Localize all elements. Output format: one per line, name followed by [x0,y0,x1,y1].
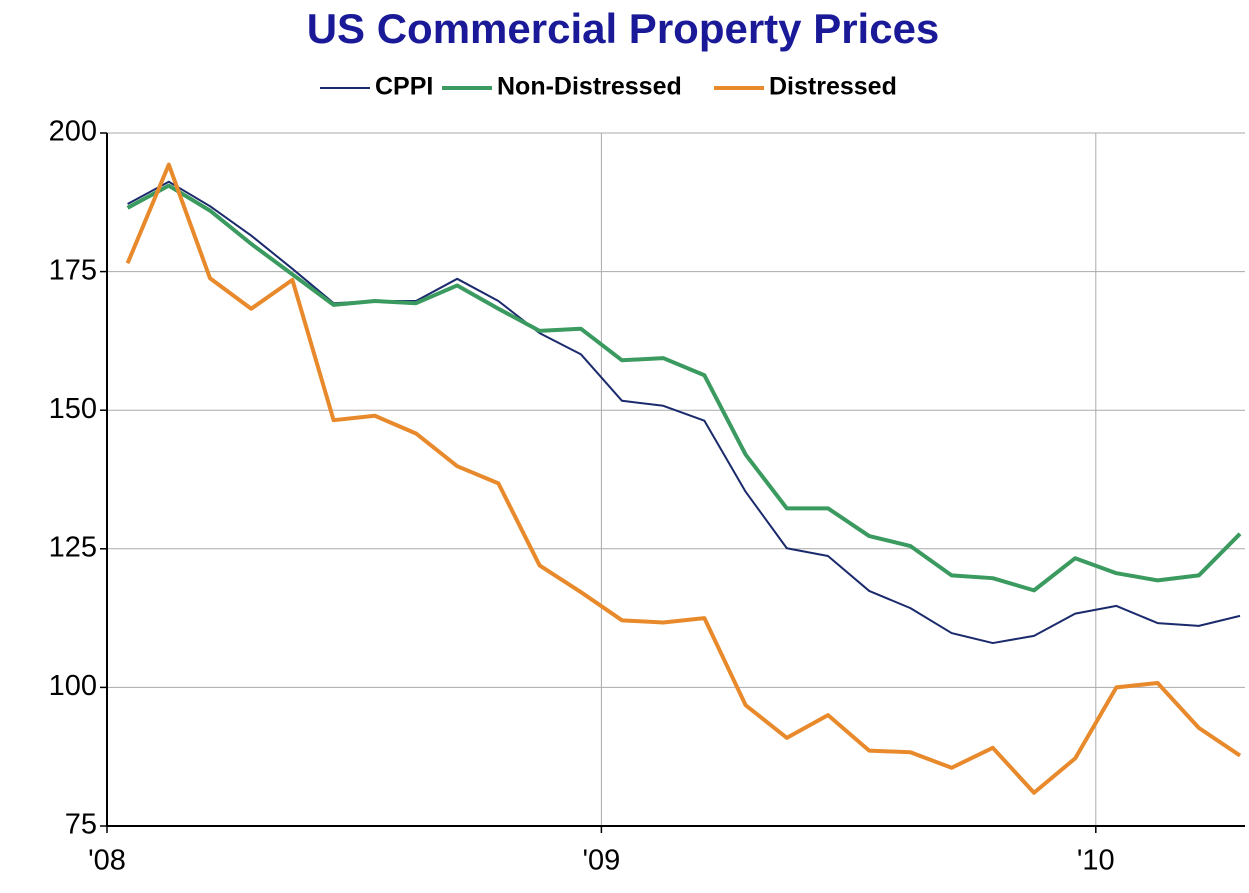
y-tick-label: 175 [49,254,97,286]
chart-title: US Commercial Property Prices [307,5,940,52]
series-line [126,183,1242,593]
y-tick-label: 125 [49,531,97,563]
y-tick-label: 100 [49,670,97,702]
series-line [127,180,1241,645]
x-tick-label: '10 [1077,845,1115,877]
y-tick-label: 75 [65,809,97,841]
legend-label: CPPI [375,73,433,101]
legend-label: Non-Distressed [497,73,682,101]
x-tick-label: '08 [88,845,126,877]
series-line [125,162,1242,795]
x-tick-label: '09 [583,845,621,877]
legend-label: Distressed [769,73,897,101]
y-tick-label: 150 [49,393,97,425]
y-tick-label: 200 [49,116,97,148]
